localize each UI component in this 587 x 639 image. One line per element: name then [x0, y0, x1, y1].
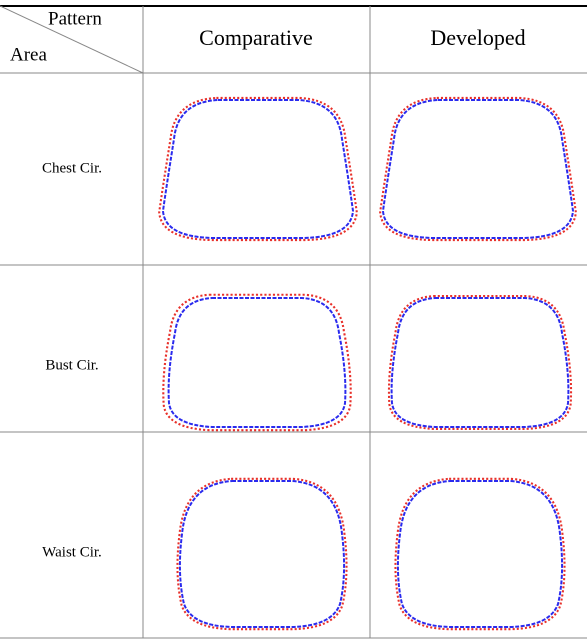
- shape-chest-developed: [379, 96, 577, 242]
- column-header: Developed: [430, 25, 525, 50]
- shape-waist-comparative: [176, 477, 348, 631]
- row-label: Waist Cir.: [42, 544, 102, 560]
- corner-pattern: Pattern: [48, 8, 102, 29]
- shape-bust-comparative: [162, 293, 352, 432]
- column-header: Comparative: [199, 25, 313, 50]
- row-label: Bust Cir.: [45, 357, 98, 373]
- shape-bust-developed: [387, 295, 573, 430]
- corner-diagonal: [0, 5, 144, 74]
- shape-chest-comparative: [158, 96, 358, 242]
- table-lines: [0, 5, 587, 639]
- shape-waist-developed: [394, 477, 566, 631]
- corner-area: Area: [10, 44, 47, 65]
- row-label: Chest Cir.: [42, 160, 102, 176]
